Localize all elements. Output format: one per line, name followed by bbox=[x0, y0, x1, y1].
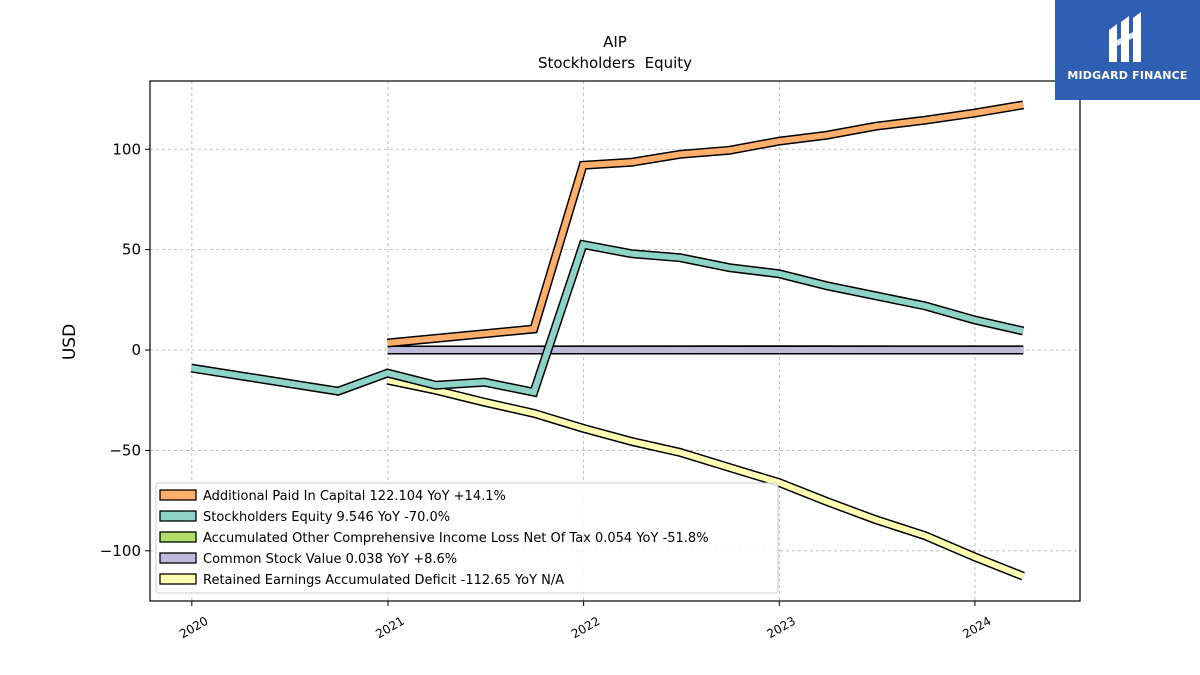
legend-label: Additional Paid In Capital 122.104 YoY +… bbox=[203, 489, 506, 504]
brand-mark-icon bbox=[1109, 12, 1141, 62]
legend-label: Accumulated Other Comprehensive Income L… bbox=[203, 531, 709, 546]
legend-swatch bbox=[159, 573, 197, 585]
x-tick-label: 2020 bbox=[177, 614, 210, 641]
y-tick-label: −100 bbox=[100, 542, 141, 560]
legend bbox=[155, 482, 779, 594]
brand-logo: MIDGARD FINANCE bbox=[1055, 0, 1200, 100]
x-tick-label: 2023 bbox=[765, 614, 798, 641]
plot-frame bbox=[149, 80, 1081, 602]
x-tick-label: 2021 bbox=[373, 614, 406, 641]
y-axis-label: USD bbox=[60, 324, 80, 360]
legend-label: Common Stock Value 0.038 YoY +8.6% bbox=[203, 552, 457, 567]
legend-swatch bbox=[159, 531, 197, 543]
series-line bbox=[387, 100, 1024, 348]
chart-title: AIP bbox=[603, 33, 627, 51]
series-line bbox=[386, 375, 1025, 581]
y-tick-label: 100 bbox=[112, 140, 141, 158]
legend-label: Stockholders Equity 9.546 YoY -70.0% bbox=[203, 510, 450, 525]
y-tick-label: −50 bbox=[109, 441, 141, 459]
series-line bbox=[190, 239, 1025, 398]
y-tick-label: 0 bbox=[131, 341, 141, 359]
legend-swatch bbox=[159, 552, 197, 564]
x-tick-label: 2022 bbox=[569, 614, 602, 641]
brand-name: MIDGARD FINANCE bbox=[1067, 69, 1188, 82]
legend-label: Retained Earnings Accumulated Deficit -1… bbox=[203, 573, 564, 588]
legend-swatch bbox=[159, 489, 197, 501]
x-tick-label: 2024 bbox=[960, 614, 993, 641]
legend-swatch bbox=[159, 510, 197, 522]
chart-subtitle: Stockholders Equity bbox=[538, 54, 692, 72]
y-tick-label: 50 bbox=[122, 241, 141, 259]
